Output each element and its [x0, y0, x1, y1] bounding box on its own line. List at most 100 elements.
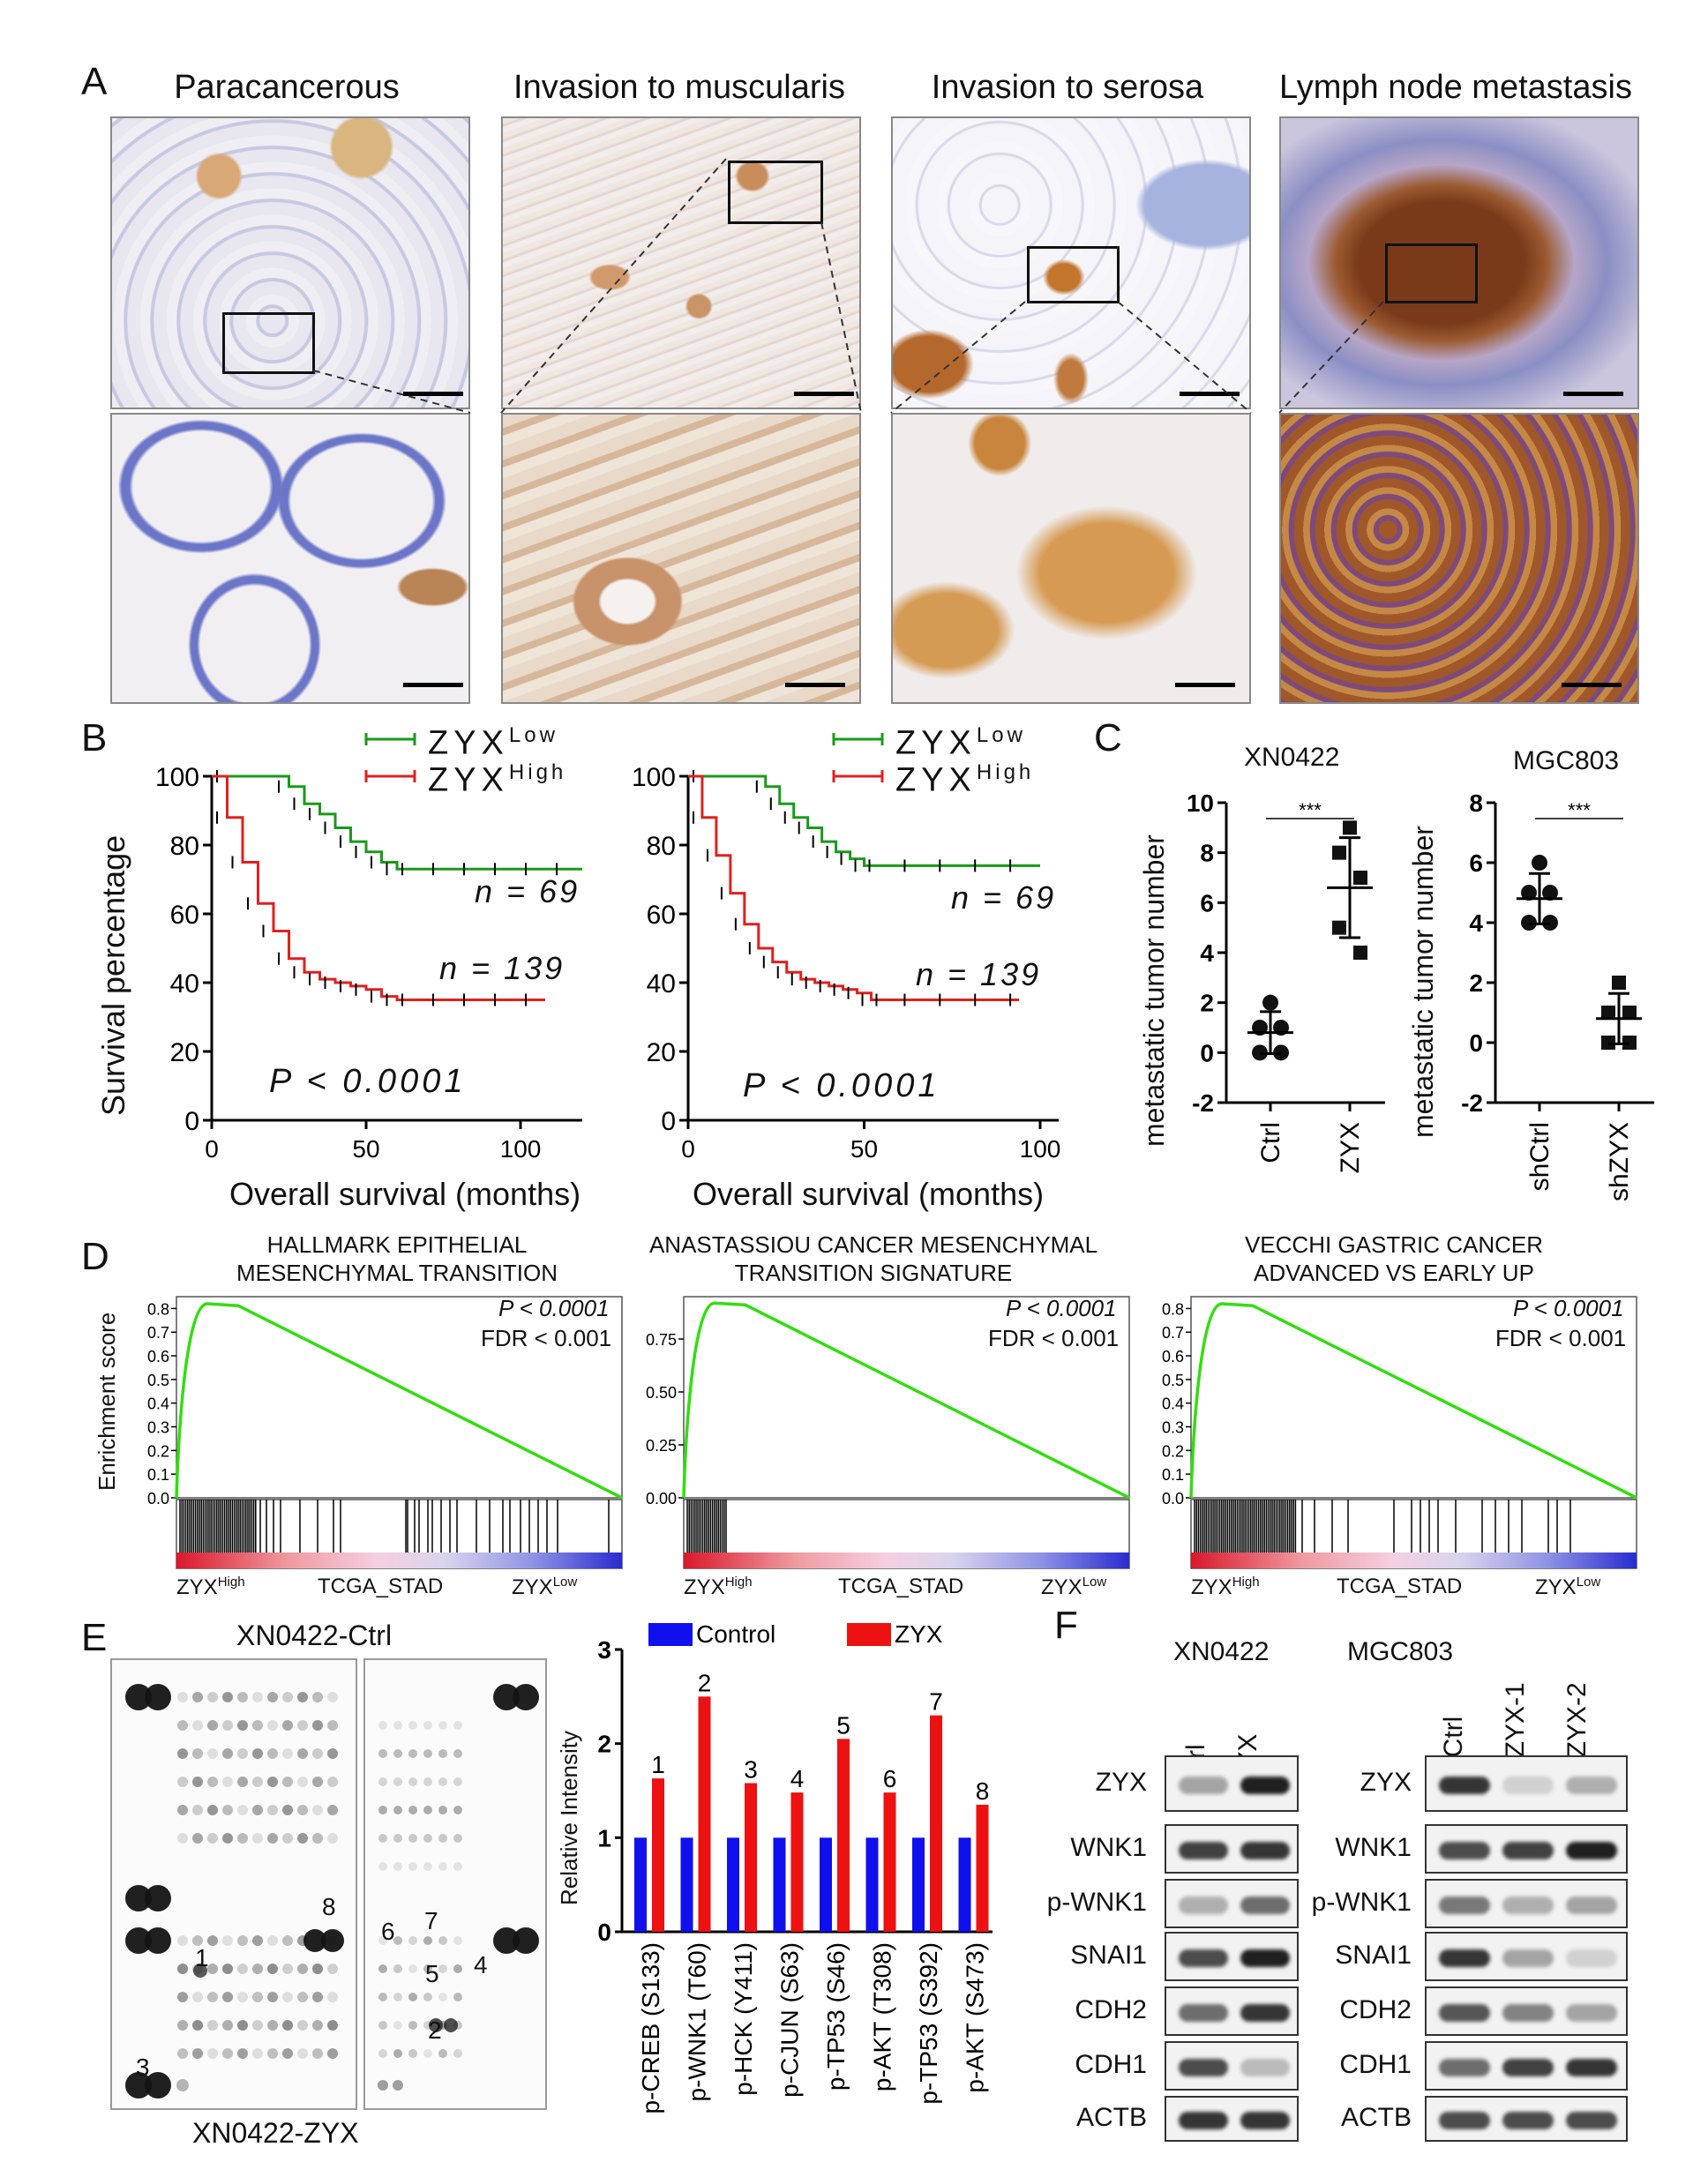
array-spot [378, 1964, 387, 1973]
array-spot [393, 1964, 402, 1973]
blot-band [1179, 2059, 1228, 2076]
blot-band [1240, 1842, 1290, 1859]
array-spot [444, 2018, 458, 2032]
array-spot [252, 1692, 263, 1702]
array-spot [282, 1992, 293, 2002]
array-spot [282, 2048, 293, 2059]
array-spot [282, 2020, 293, 2031]
blot-band [1240, 1777, 1290, 1794]
y-tick-label: 40 [170, 969, 199, 999]
y-tick-label: 3 [597, 1636, 611, 1664]
gsea-p-2: P < 0.0001 [1006, 1295, 1117, 1321]
array-spot [393, 1862, 402, 1871]
scale-bar [403, 392, 463, 396]
array-spot [207, 1692, 218, 1702]
bar-control [727, 1837, 739, 1932]
scatter-chart-xn0422: -2 0 2 4 6 8 10 Ctrl ZYX *** [1187, 789, 1385, 1173]
array-spot [222, 2048, 233, 2059]
array-spot [408, 1834, 417, 1843]
array-spot [453, 2049, 462, 2058]
blot-band [1240, 1896, 1290, 1914]
y-tick-label: 0.75 [646, 1331, 677, 1349]
array-spot [438, 1834, 447, 1843]
array-spot [192, 1692, 203, 1702]
y-tick-label: 0.2 [147, 1442, 169, 1460]
bar-control [912, 1837, 925, 1932]
gsea-fdr-2: FDR < 0.001 [988, 1325, 1120, 1351]
array-spot [145, 1885, 171, 1911]
blot-row-label: ZYX [1360, 1768, 1412, 1797]
array-spot [453, 1936, 462, 1945]
array-spot [177, 1777, 188, 1787]
array-spot [222, 1777, 233, 1787]
blot-row-label: WNK1 [1070, 1833, 1147, 1862]
group-label: ZYX [1336, 1122, 1365, 1173]
spot-number-7: 7 [424, 1907, 438, 1934]
array-spot [513, 1927, 539, 1954]
array-spot [237, 1777, 248, 1787]
array-spot [237, 1964, 248, 1974]
array-spot [378, 2021, 387, 2030]
y-tick-label: 100 [632, 763, 676, 792]
array-spot [282, 1805, 293, 1815]
array-spot [297, 2020, 308, 2031]
blot-band [1502, 2059, 1554, 2076]
y-tick-label: 80 [647, 832, 676, 861]
blot-strip-xn0422 [1165, 1755, 1299, 1812]
blot-strip-mgc803 [1425, 2096, 1628, 2142]
array-spot [493, 1684, 520, 1710]
array-spot [423, 1749, 432, 1758]
zoom-box [728, 161, 823, 224]
array-top-label: XN0422-Ctrl [236, 1620, 393, 1651]
category-label: p-CJUN (S63) [776, 1942, 804, 2098]
array-spot [125, 1684, 152, 1710]
array-spot [282, 1833, 293, 1844]
blot-band [1502, 1949, 1554, 1967]
array-spot [192, 1748, 203, 1759]
array-spot [237, 1833, 248, 1844]
array-bottom-label: XN0422-ZYX [192, 2117, 359, 2149]
array-spot [393, 1749, 402, 1758]
legend-high-label-right: ZYXHigh [895, 760, 1035, 799]
array-spot [252, 1777, 263, 1787]
array-spot [438, 1777, 447, 1786]
array-spot [267, 1720, 278, 1731]
blot-strip-xn0422 [1165, 1986, 1299, 2036]
array-spot [192, 1833, 203, 1844]
array-spot [423, 2049, 432, 2058]
array-spot [327, 2048, 338, 2059]
legend-high-label: ZYXHigh [428, 760, 567, 799]
blot-row-label: SNAI1 [1070, 1941, 1147, 1970]
array-spot [177, 1833, 188, 1844]
blot-band [1439, 1842, 1490, 1859]
intensity-bar-chart: 0 1 2 3 Control ZYX 1 p-CREB (S133) 2 p-WNK1 (T60… [597, 1623, 993, 2114]
array-spot [327, 1992, 338, 2002]
scale-bar [1175, 683, 1235, 687]
array-spot [423, 1964, 432, 1973]
blot-band [1179, 1896, 1228, 1914]
array-spot [408, 1806, 417, 1814]
y-tick-label: 0 [184, 1107, 199, 1136]
bar-ylabel: Relative Intensity [556, 1731, 582, 1905]
array-spot [303, 1929, 326, 1952]
array-spot [327, 1720, 338, 1731]
data-point [1601, 1006, 1615, 1020]
km-curve-low [212, 774, 582, 871]
micrograph-paracancerous-low [110, 116, 470, 409]
y-tick-label: 20 [170, 1038, 199, 1067]
array-spot [321, 1929, 344, 1952]
array-spot [408, 2021, 417, 2030]
array-spot [408, 2049, 417, 2058]
y-tick-label: 0 [661, 1107, 676, 1136]
zoom-box [1385, 243, 1478, 303]
plot-frame [1190, 1296, 1637, 1499]
array-spot [327, 1692, 338, 1702]
blot-band [1439, 1949, 1490, 1967]
bar-control [958, 1837, 971, 1932]
enrichment-curve [1189, 1302, 1637, 1500]
array-spot [237, 2020, 248, 2031]
blot-strip-mgc803 [1425, 1755, 1628, 1812]
blot-band [1566, 2059, 1617, 2076]
array-spot [453, 1777, 462, 1786]
blot-row-label: SNAI1 [1335, 1941, 1412, 1970]
